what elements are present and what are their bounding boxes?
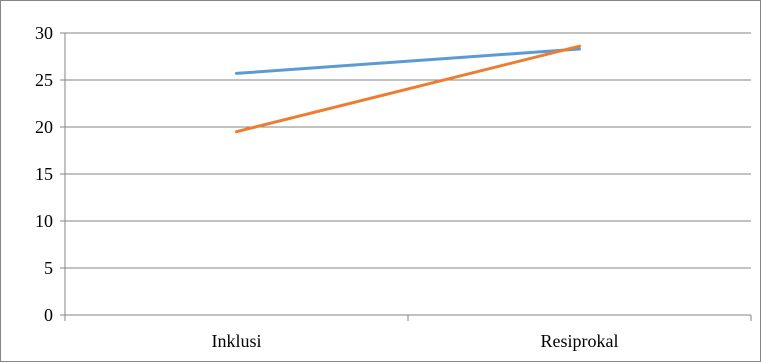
series-line-2 — [235, 44, 581, 134]
x-tick-label: Resiprokal — [541, 331, 619, 351]
y-tick-labels: 0 5 10 15 20 25 30 — [35, 23, 53, 325]
y-tick-label: 15 — [35, 164, 53, 184]
gridlines — [65, 32, 751, 269]
series-line-1 — [235, 47, 581, 75]
series-lines — [235, 44, 581, 134]
y-tick-label: 30 — [35, 23, 53, 43]
x-tick-label: Inklusi — [211, 331, 261, 351]
y-tick-label: 20 — [35, 117, 53, 137]
x-tick-labels: Inklusi Resiprokal — [211, 331, 618, 351]
y-tick-label: 10 — [35, 211, 53, 231]
y-tick-label: 25 — [35, 70, 53, 90]
y-tick-label: 0 — [44, 305, 53, 325]
axes — [60, 32, 752, 321]
y-tick-label: 5 — [44, 258, 53, 278]
